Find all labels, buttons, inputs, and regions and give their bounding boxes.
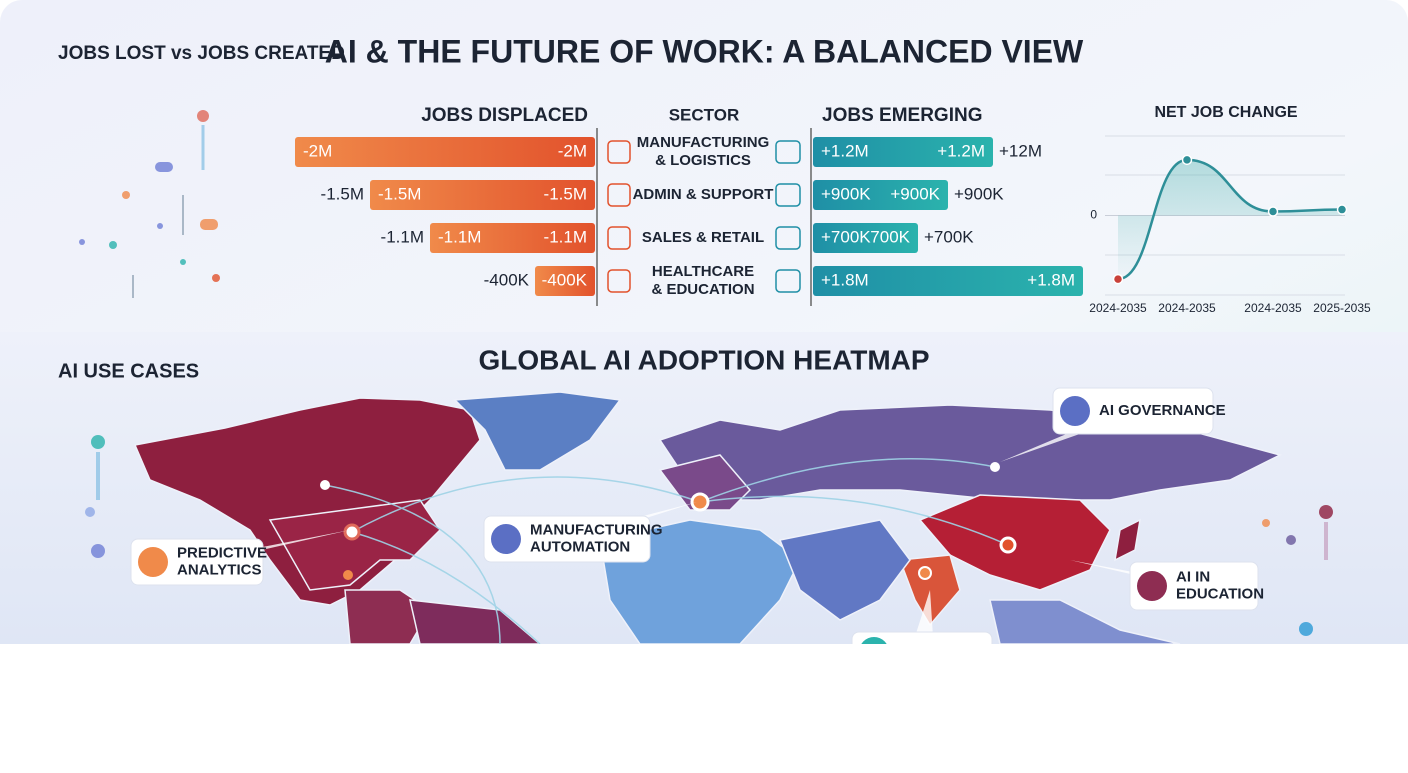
net-point <box>1181 154 1193 166</box>
column-header: JOBS DISPLACED <box>421 105 588 126</box>
sector-icon <box>775 140 801 164</box>
outside-label: -1.1M <box>381 227 424 246</box>
callout-label: AI IN <box>1176 568 1210 585</box>
net-grid <box>1105 135 1345 296</box>
sector-icon <box>607 226 631 250</box>
callout-label: AI GOVERNANCE <box>1099 402 1226 419</box>
blank-footer <box>0 644 1408 768</box>
sector-label: & LOGISTICS <box>655 152 751 169</box>
sector-label: SALES & RETAIL <box>642 229 764 246</box>
emerging-bar <box>813 266 1083 296</box>
callout-label: PREDICTIVE <box>177 544 267 561</box>
displaced-bar <box>535 266 595 296</box>
outside-label: -1.5M <box>321 184 364 203</box>
net-chart: 0 2024-2035 2024-2035 2024-2035 2025-2035 <box>1089 154 1371 315</box>
x-tick-label: 2024-2035 <box>1158 301 1216 315</box>
callout-box <box>1052 387 1214 435</box>
bar-label: -1.1M <box>544 227 587 246</box>
sector-icon <box>775 226 801 250</box>
section-label: AI USE CASES <box>58 360 199 382</box>
map-hotspots <box>320 462 1017 580</box>
main-title: AI & THE FUTURE OF WORK: A BALANCED VIEW <box>325 33 1084 69</box>
callout-icon <box>1060 396 1090 426</box>
bar-label: +900K <box>890 184 940 203</box>
callout-label: MANUFACTURING <box>530 521 663 538</box>
sector-icon <box>607 269 631 293</box>
sector-icon <box>607 183 631 207</box>
map-arcs <box>324 458 1009 645</box>
bar-label: -2M <box>303 141 332 160</box>
bar-label: +1.2M <box>821 141 869 160</box>
displaced-bar <box>430 223 595 253</box>
chart-title: NET JOB CHANGE <box>1154 104 1297 121</box>
emerging-bar <box>813 137 993 167</box>
x-tick-label: 2024-2035 <box>1089 301 1147 315</box>
bar-label: -400K <box>542 270 588 289</box>
sector-icon <box>775 183 801 207</box>
column-header: JOBS EMERGING <box>822 105 982 126</box>
x-tick-label: 2024-2035 <box>1244 301 1302 315</box>
sector-label: & EDUCATION <box>651 281 754 298</box>
map-title: GLOBAL AI ADOPTION HEATMAP <box>478 344 929 375</box>
callout-label: AUTOMATION <box>530 538 630 555</box>
outside-label: -400K <box>484 270 530 289</box>
sector-label: MANUFACTURING <box>637 134 770 151</box>
emerging-bar <box>813 180 948 210</box>
outside-label: +900K <box>954 184 1004 203</box>
bar-label: 700K <box>870 227 910 246</box>
bar-label: +700K <box>821 227 871 246</box>
emerging-bar <box>813 223 918 253</box>
sector-icon <box>775 269 801 293</box>
bar-label: +1.2M <box>937 141 985 160</box>
sector-label: HEALTHCARE <box>652 263 754 280</box>
sector-label: ADMIN & SUPPORT <box>633 186 774 203</box>
y-tick-label: 0 <box>1090 208 1097 222</box>
column-header: SECTOR <box>669 105 740 124</box>
callout-label: ANALYTICS <box>177 561 261 578</box>
section-label: JOBS LOST vs JOBS CREATED <box>58 43 345 64</box>
bar-label: -1.5M <box>544 184 587 203</box>
outside-label: +12M <box>999 141 1042 160</box>
net-point <box>1267 206 1279 217</box>
callout-label: EDUCATION <box>1176 585 1264 602</box>
bar-label: +1.8M <box>821 270 869 289</box>
bar-label: -1.5M <box>378 184 421 203</box>
net-area <box>1118 159 1342 280</box>
jobs-chart: -2M -2M +1.2M +1.2M +12M MANUFACTURING& LOGIS… <box>295 134 1083 298</box>
net-point <box>1112 273 1124 285</box>
callout-box <box>130 538 264 586</box>
callout-icon <box>1137 571 1167 601</box>
displaced-bar <box>295 137 595 167</box>
decor-dots <box>79 110 1333 636</box>
displaced-bar <box>370 180 595 210</box>
bar-label: +1.8M <box>1027 270 1075 289</box>
callout-icon <box>138 547 168 577</box>
bar-label: +900K <box>821 184 871 203</box>
callout-box <box>1129 561 1259 611</box>
net-point <box>1336 204 1348 215</box>
callout-icon <box>491 524 521 554</box>
callout-box <box>483 515 651 563</box>
sector-icon <box>607 140 631 164</box>
outside-label: +700K <box>924 227 974 246</box>
net-line <box>1117 158 1343 281</box>
bar-label: -2M <box>558 141 587 160</box>
bar-label: -1.1M <box>438 227 481 246</box>
x-tick-label: 2025-2035 <box>1313 301 1371 315</box>
